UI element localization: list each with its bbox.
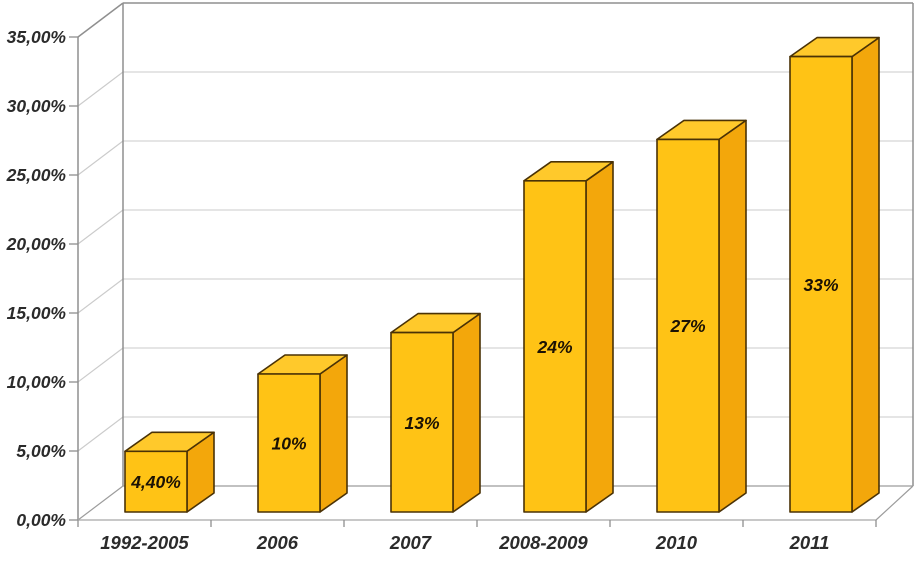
gridline-left-wall bbox=[77, 140, 124, 176]
floor-left-edge bbox=[77, 485, 124, 521]
bar-front-face bbox=[124, 450, 188, 513]
bar-front-face bbox=[789, 55, 853, 513]
bar-side-face bbox=[585, 161, 614, 513]
bar-data-label: 24% bbox=[536, 337, 572, 357]
bar-front-face bbox=[257, 373, 321, 513]
bar-front-face bbox=[523, 180, 587, 513]
bar-side-face bbox=[851, 36, 880, 513]
y-axis-tick-label: 35,00% bbox=[7, 27, 67, 47]
y-axis-tick-label: 5,00% bbox=[16, 441, 66, 461]
gridline-left-wall bbox=[77, 209, 124, 245]
x-axis-category-label: 2011 bbox=[789, 532, 830, 553]
bar-data-label: 4,40% bbox=[130, 472, 181, 492]
x-axis-category-label: 2008-2009 bbox=[498, 532, 588, 553]
bar-front-face bbox=[656, 138, 720, 513]
bar-front-face bbox=[390, 331, 454, 513]
y-axis-tick-label: 20,00% bbox=[6, 234, 67, 254]
gridline-left-wall bbox=[77, 71, 124, 107]
x-axis-category-label: 1992-2005 bbox=[100, 532, 189, 553]
y-axis-tick-label: 0,00% bbox=[16, 510, 66, 530]
x-axis-category-label: 2006 bbox=[256, 532, 299, 553]
gridline-left-wall bbox=[77, 347, 124, 383]
y-axis-tick-label: 15,00% bbox=[7, 303, 67, 323]
bar-side-face bbox=[452, 312, 481, 513]
bar-data-label: 10% bbox=[271, 434, 306, 454]
wall-edge-top-slant bbox=[77, 2, 124, 38]
y-axis-tick-label: 30,00% bbox=[7, 96, 67, 116]
gridline-left-wall bbox=[77, 416, 124, 452]
floor-right-edge bbox=[875, 485, 914, 521]
bar-data-label: 33% bbox=[803, 275, 838, 295]
bar-side-face bbox=[319, 354, 348, 513]
bar-side-face bbox=[718, 119, 747, 513]
y-axis-tick-label: 25,00% bbox=[6, 165, 67, 185]
bar-data-label: 27% bbox=[669, 316, 705, 336]
y-axis-tick-label: 10,00% bbox=[7, 372, 67, 392]
x-axis-category-label: 2010 bbox=[655, 532, 698, 553]
bar-data-label: 13% bbox=[404, 413, 439, 433]
x-axis-category-label: 2007 bbox=[389, 532, 433, 553]
gridline-left-wall bbox=[77, 278, 124, 314]
